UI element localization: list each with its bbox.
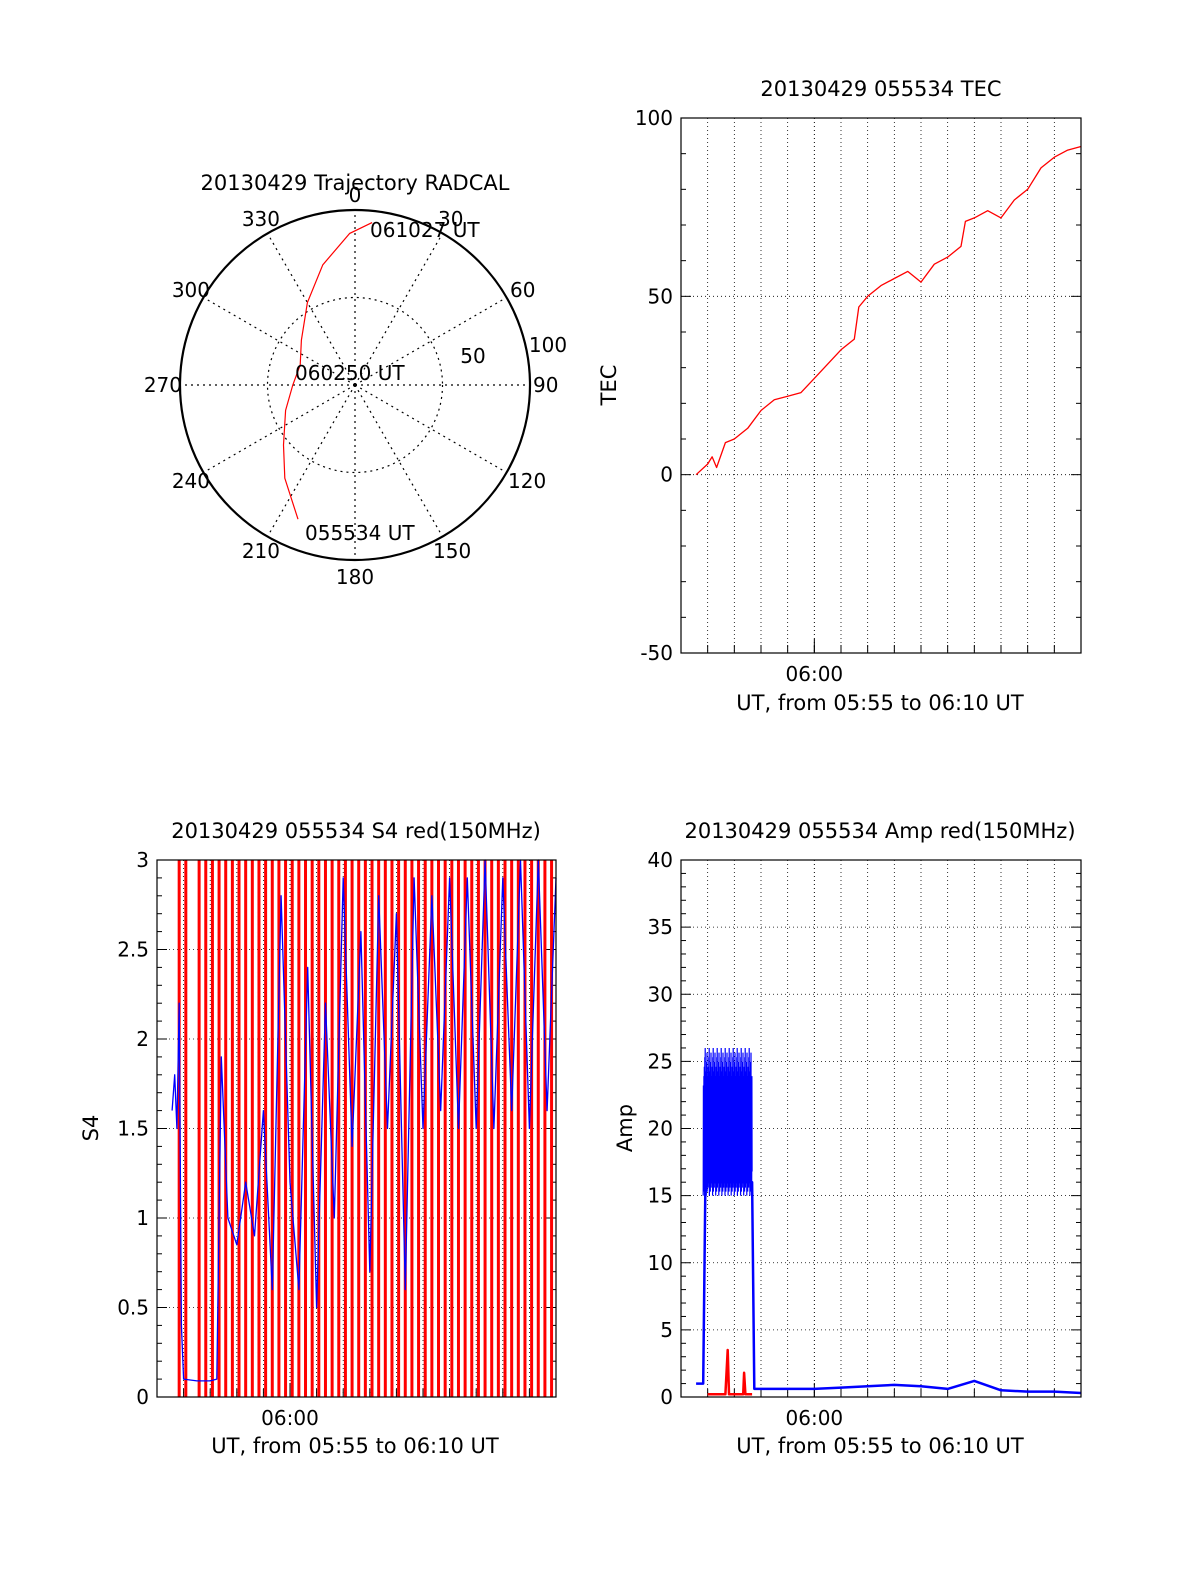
tec-grid: [681, 117, 1081, 654]
polar-spoke: [203, 384, 356, 474]
amp-y-tick-label: 40: [648, 848, 673, 872]
polar-angle-label: 180: [336, 565, 374, 589]
amp-y-tick-label: 35: [648, 915, 673, 939]
tec-y-tick-label: 0: [660, 463, 673, 487]
s4-y-tick-label: 0.5: [117, 1296, 149, 1320]
polar-spoke: [354, 384, 507, 474]
polar-angle-label: 240: [172, 469, 210, 493]
polar-grid: [178, 208, 532, 562]
s4-series-0-line: [171, 859, 557, 1382]
amp-y-tick-label: 5: [660, 1318, 673, 1342]
s4-series: [171, 859, 557, 1397]
tec-y-tick-label: -50: [640, 641, 673, 665]
tec-y-tick-label: 50: [648, 284, 673, 308]
s4-y-tick-label: 1.5: [117, 1117, 149, 1141]
amp-title: 20130429 055534 Amp red(150MHz): [684, 819, 1075, 843]
s4-y-tick-label: 0: [136, 1385, 149, 1409]
s4-grid: [157, 859, 556, 1398]
tec-x-tick-label: 06:00: [786, 662, 844, 686]
tec-series-0-line: [695, 145, 1082, 476]
amp-y-ticks: 0 5 10 15 20 25 30 35 40: [648, 848, 673, 1409]
polar-spoke: [266, 384, 356, 537]
amp-panel: 20130429 055534 Amp red(150MHz) UT, from…: [613, 819, 1082, 1458]
polar-angle-label: 150: [433, 539, 471, 563]
polar-angle-labels: 0 30 60 90 120 150 180 210 240 270 300 330: [144, 183, 559, 589]
s4-panel: 20130429 055534 S4 red(150MHz) UT, from …: [79, 819, 557, 1458]
polar-inner-ring: [266, 296, 444, 474]
polar-spoke: [354, 384, 444, 537]
amp-y-tick-label: 30: [648, 982, 673, 1006]
amp-series-band-core: [703, 1101, 753, 1142]
polar-annotations: 055534 UT 060250 UT 061027 UT: [295, 218, 480, 545]
polar-angle-label: 120: [508, 469, 546, 493]
polar-angle-label: 210: [242, 539, 280, 563]
polar-annotation: 061027 UT: [370, 218, 480, 242]
amp-y-tick-label: 15: [648, 1184, 673, 1208]
polar-spoke: [203, 296, 356, 386]
amp-series-1-line: [707, 1348, 753, 1396]
s4-x-axis-label: UT, from 05:55 to 06:10 UT: [211, 1434, 499, 1458]
tec-x-ticks: 06:00: [786, 662, 844, 686]
trajectory-title: 20130429 Trajectory RADCAL: [201, 171, 510, 195]
polar-radius-label: 100: [529, 333, 567, 357]
amp-y-tick-label: 20: [648, 1117, 673, 1141]
amp-y-axis-label: Amp: [613, 1104, 637, 1152]
s4-y-tick-label: 2.5: [117, 938, 149, 962]
tec-title: 20130429 055534 TEC: [760, 77, 1001, 101]
s4-y-tick-label: 1: [136, 1206, 149, 1230]
amp-y-tick-label: 25: [648, 1049, 673, 1073]
polar-radius-label: 50: [460, 344, 485, 368]
tec-y-tick-label: 100: [635, 106, 673, 130]
amp-x-axis-label: UT, from 05:55 to 06:10 UT: [736, 1434, 1024, 1458]
s4-x-tick-label: 06:00: [261, 1406, 319, 1430]
polar-spoke: [266, 233, 356, 386]
s4-y-tick-label: 3: [136, 848, 149, 872]
polar-track-line: [282, 222, 373, 520]
s4-title: 20130429 055534 S4 red(150MHz): [171, 819, 541, 843]
polar-spoke: [354, 233, 444, 386]
polar-angle-label: 300: [172, 278, 210, 302]
s4-plot-frame: [156, 859, 557, 1398]
polar-angle-label: 0: [349, 183, 362, 207]
s4-y-ticks: 0 0.5 1 1.5 2 2.5 3: [117, 848, 149, 1409]
polar-annotation: 055534 UT: [305, 521, 415, 545]
tec-plot-frame: [680, 117, 1082, 654]
polar-spoke: [354, 296, 507, 386]
tec-series: [695, 145, 1082, 476]
amp-x-ticks: 06:00: [786, 1406, 844, 1430]
amp-y-tick-label: 10: [648, 1251, 673, 1275]
tec-panel: 20130429 055534 TEC UT, from 05:55 to 06…: [597, 77, 1082, 715]
polar-angle-label: 60: [510, 278, 535, 302]
amp-x-tick-label: 06:00: [786, 1406, 844, 1430]
polar-annotation: 060250 UT: [295, 361, 405, 385]
tec-x-axis-label: UT, from 05:55 to 06:10 UT: [736, 691, 1024, 715]
amp-grid: [681, 859, 1081, 1398]
polar-angle-label: 90: [533, 373, 558, 397]
s4-y-tick-label: 2: [136, 1027, 149, 1051]
amp-plot-frame: [680, 859, 1082, 1398]
polar-angle-label: 330: [242, 207, 280, 231]
amp-series-0-line: [696, 1180, 1082, 1395]
s4-x-ticks: 06:00: [261, 1406, 319, 1430]
trajectory-polar-panel: 20130429 Trajectory RADCAL 0 30 60 90 120 150…: [144, 171, 567, 589]
amp-y-tick-label: 0: [660, 1385, 673, 1409]
polar-angle-label: 270: [144, 373, 182, 397]
polar-radius-labels: 50 100: [460, 333, 567, 368]
polar-angle-label: 30: [438, 207, 463, 231]
amp-series: [696, 1047, 1082, 1396]
s4-y-axis-label: S4: [79, 1115, 103, 1142]
tec-y-axis-label: TEC: [597, 365, 621, 407]
polar-track: [282, 222, 373, 520]
tec-y-ticks: -50 0 50 100: [635, 106, 673, 665]
